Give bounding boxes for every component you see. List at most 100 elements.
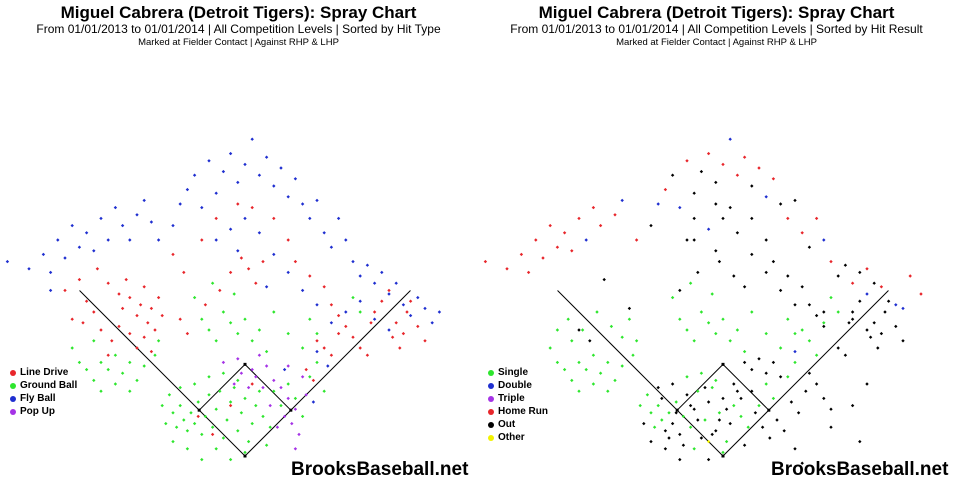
data-point [210,425,215,429]
data-point [164,421,168,426]
data-point [344,310,348,314]
data-point [203,303,208,307]
data-point [286,238,290,242]
data-point [807,371,812,375]
legend-label: Single [498,367,529,378]
data-point [254,403,258,408]
data-point [595,310,599,314]
data-point [872,321,876,325]
legend-item: Home Run [488,405,548,418]
data-point [92,310,96,314]
data-point [692,339,696,343]
data-point [120,371,125,375]
data-point [192,173,197,177]
data-point [236,180,240,185]
data-point [829,295,833,300]
data-point [207,159,211,163]
data-point [113,382,118,386]
data-point [218,389,222,393]
data-point [210,432,215,437]
data-point [358,299,362,303]
legend-item: Single [488,366,548,379]
data-point [282,367,287,372]
data-point [580,328,585,332]
data-point [236,357,240,361]
data-point [699,310,704,314]
data-point [77,245,82,249]
data-point [591,382,596,386]
chart-subtitle: From 01/01/2013 to 01/01/2014 | All Comp… [510,22,923,36]
data-point [264,155,269,159]
data-point [764,331,768,336]
data-point [174,425,179,429]
data-point [710,385,714,390]
data-point [192,382,197,386]
data-point [685,159,689,163]
data-point [214,191,218,195]
data-point [322,285,326,289]
data-point [555,360,560,365]
data-point [257,231,262,235]
data-point [423,306,427,311]
data-point [735,328,740,332]
chart-title: Miguel Cabrera (Detroit Tigers): Spray C… [60,3,417,22]
data-point [566,317,570,321]
legend-item: Other [488,431,548,444]
data-point [372,310,377,314]
data-point [387,292,391,296]
legend-marker [488,421,494,428]
data-point [192,295,197,300]
data-point [308,375,312,379]
data-point [843,263,848,267]
data-point [128,389,132,393]
data-point [692,238,696,242]
right-foul-line [244,290,411,457]
data-point [135,346,139,350]
data-point [279,385,283,390]
data-point [721,162,725,167]
data-point [95,267,100,271]
legend-label: Pop Up [20,406,55,417]
data-point [27,267,31,271]
data-point [710,432,714,437]
data-point [286,382,290,386]
data-point [171,252,175,257]
data-point [300,288,305,293]
data-point [717,418,722,422]
data-point [200,317,204,321]
data-points [5,137,442,462]
data-point [688,281,693,285]
data-point [865,382,869,386]
home-plate [721,454,725,458]
data-point [272,252,276,257]
data-point [714,429,718,433]
data-point [243,396,247,401]
data-point [315,198,319,203]
chart-legend: Line Drive Ground Ball Fly Ball Pop Up [10,366,77,418]
data-point [106,238,110,242]
data-point [750,184,754,188]
data-point [70,223,74,228]
data-point [156,238,161,242]
legend-label: Home Run [498,406,548,417]
left-foul-line [79,290,246,457]
second-base [243,362,247,366]
data-point [84,231,89,235]
data-point [591,205,596,210]
legend-item: Fly Ball [10,392,77,405]
data-point [670,382,675,386]
data-point [84,367,89,372]
data-point [77,277,82,282]
data-point [793,331,797,336]
data-point [358,310,362,314]
data-point [606,389,610,393]
data-point [272,310,276,314]
data-point [207,375,211,379]
data-point [304,393,308,397]
data-point [613,213,617,217]
data-point [703,385,707,390]
data-point [735,389,740,393]
data-point [865,328,869,332]
legend-marker [10,395,16,402]
data-point [699,169,704,174]
